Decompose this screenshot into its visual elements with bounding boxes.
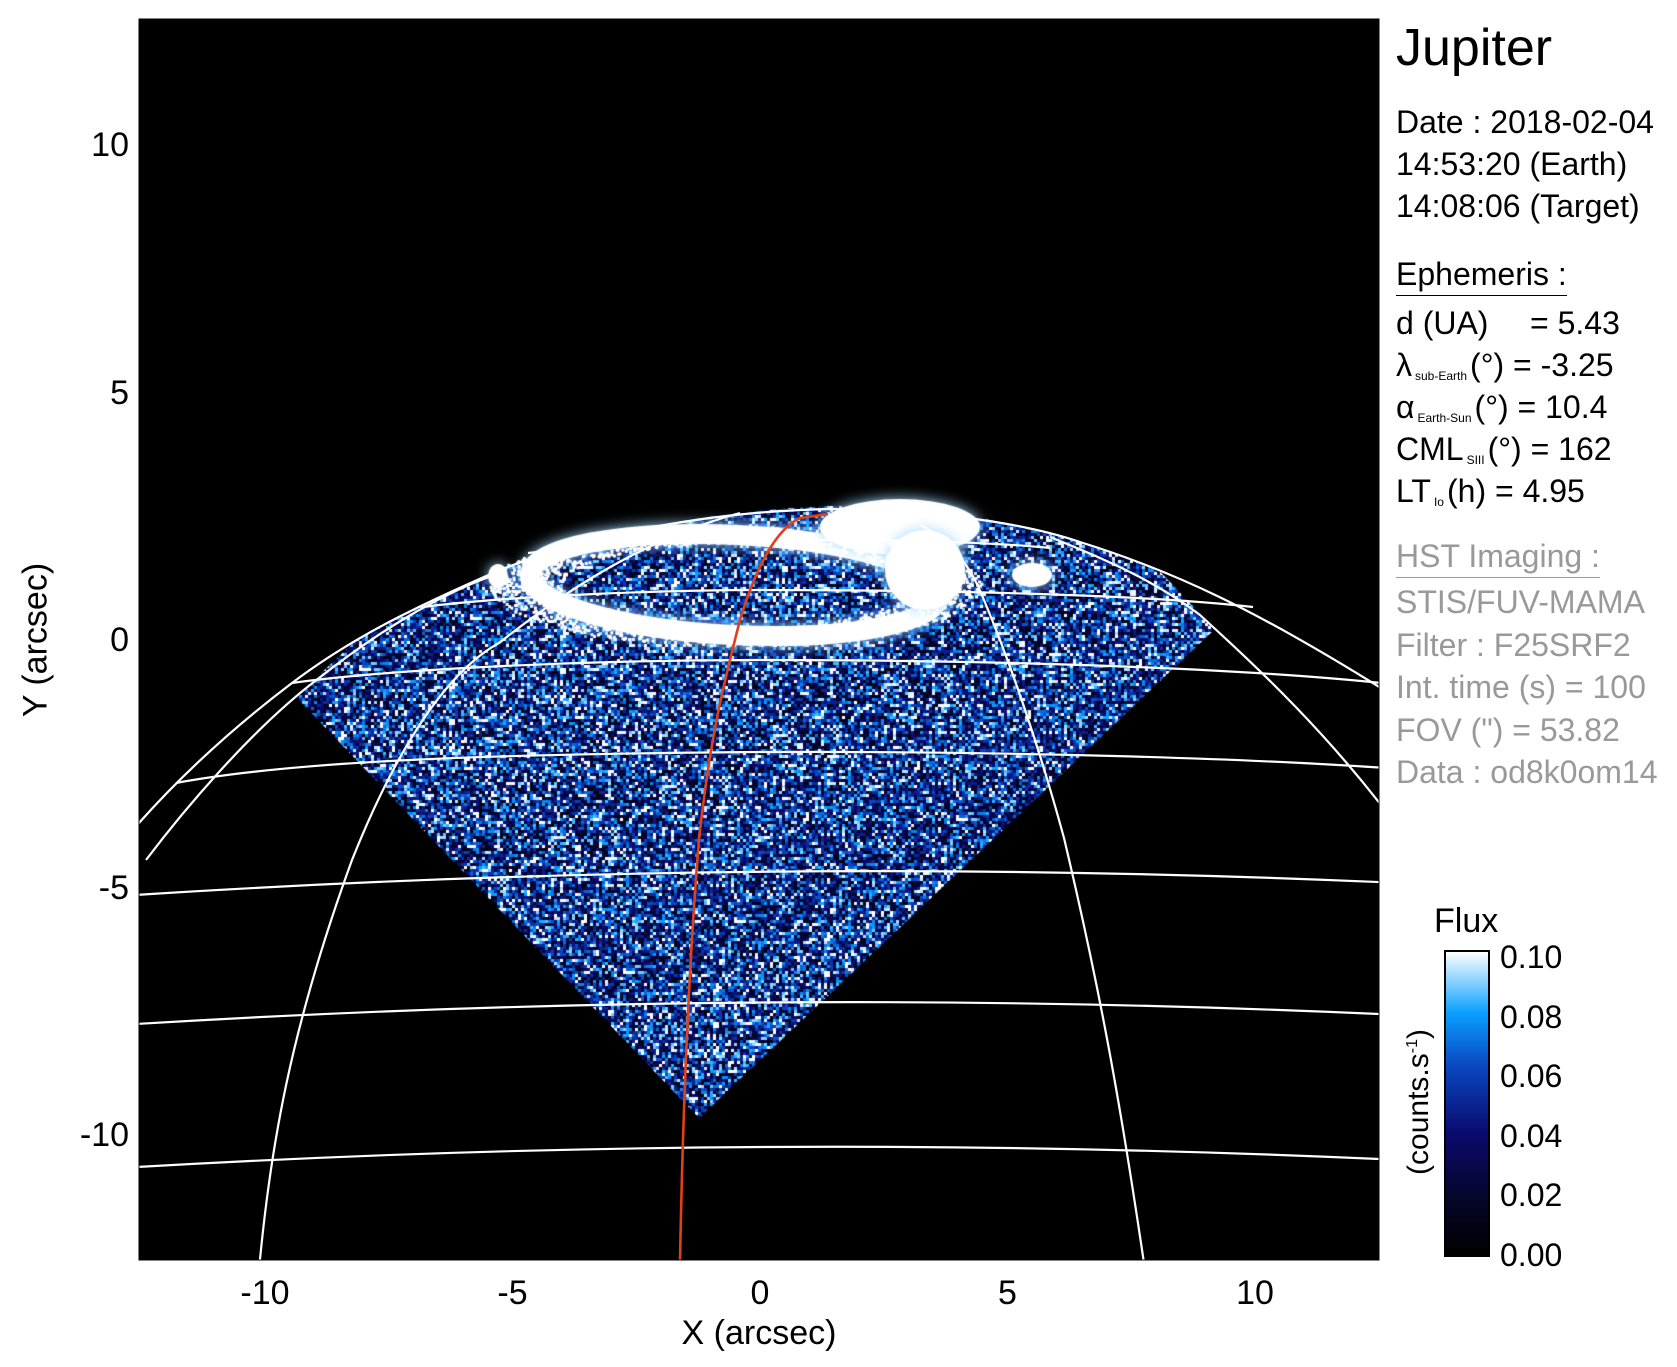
x-tick-label: -5: [497, 1274, 528, 1312]
meridian-line: [258, 511, 741, 1260]
x-tick-label: -10: [240, 1274, 290, 1312]
colorbar-tick-label: 0.04: [1500, 1117, 1563, 1154]
hst-row: Data : od8k0om14: [1396, 754, 1658, 790]
colorbar-tick-label: 0.08: [1500, 998, 1563, 1035]
latitude-line: [139, 1145, 1379, 1169]
y-tick-label: -5: [98, 868, 129, 907]
latitude-line: [527, 538, 1051, 555]
colorbar-tick-label: 0.00: [1500, 1237, 1563, 1273]
target-title: Jupiter: [1396, 19, 1553, 77]
ephemeris-header: Ephemeris :: [1396, 256, 1567, 296]
hst-row: STIS/FUV-MAMA: [1396, 584, 1645, 620]
x-tick-label: 5: [998, 1274, 1017, 1312]
hst-row: Filter : F25SRF2: [1396, 626, 1631, 663]
meridian-line: [1049, 535, 1379, 805]
target-time-text: 14:08:06 (Target): [1396, 188, 1640, 224]
latitude-line: [291, 658, 1379, 685]
hst-header: HST Imaging :: [1396, 538, 1600, 578]
hst-row: Int. time (s) = 100: [1396, 669, 1646, 705]
meridian-line: [919, 524, 1145, 1260]
latitude-line: [139, 1001, 1379, 1025]
x-tick-label: 0: [750, 1274, 770, 1312]
ephemeris-row: λ sub-Earth(°) = -3.25: [1396, 347, 1614, 383]
ephemeris-row: LT Io(h) = 4.95: [1396, 473, 1585, 509]
hst-row: FOV (") = 53.82: [1396, 711, 1620, 748]
colorbar-tick-label: 0.06: [1500, 1058, 1563, 1095]
limb-line: [139, 507, 1379, 825]
latitude-line: [421, 588, 1254, 609]
x-axis-label: X (arcsec): [681, 1314, 837, 1352]
latitude-line: [175, 750, 1379, 785]
y-axis-label: Y (arcsec): [16, 562, 55, 718]
y-tick-label: 10: [91, 126, 129, 164]
y-tick-label: 0: [110, 621, 129, 659]
earth-time-text: 14:53:20 (Earth): [1396, 146, 1628, 182]
ephemeris-row: d (UA) = 5.43: [1396, 305, 1620, 341]
x-tick-label: 10: [1236, 1274, 1274, 1312]
colorbar-unit: (counts.s-1): [1402, 1029, 1435, 1175]
ephemeris-row: CML SIII(°) = 162: [1396, 431, 1612, 467]
plot-frame: [138, 18, 1380, 1261]
colorbar-title: Flux: [1434, 902, 1499, 940]
ephemeris-row: α Earth-Sun(°) = 10.4: [1396, 389, 1608, 425]
latitude-line: [139, 870, 1379, 896]
y-tick-label: -10: [79, 1116, 129, 1154]
reference-meridian-line: [678, 512, 829, 1260]
colorbar-tick-label: 0.10: [1500, 939, 1563, 975]
y-tick-label: 5: [110, 373, 129, 412]
date-text: Date : 2018-02-04: [1396, 104, 1654, 140]
meridian-line: [145, 575, 490, 861]
colorbar-tick-label: 0.02: [1500, 1177, 1563, 1214]
colorbar: [1444, 950, 1490, 1257]
